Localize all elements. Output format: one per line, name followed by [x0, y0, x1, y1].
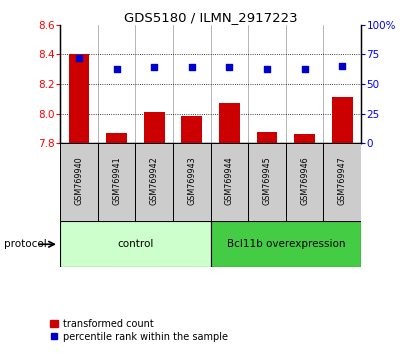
- Legend: transformed count, percentile rank within the sample: transformed count, percentile rank withi…: [46, 315, 232, 346]
- Bar: [294, 135, 315, 143]
- Text: GSM769945: GSM769945: [263, 156, 271, 205]
- Bar: [323, 143, 361, 221]
- Bar: [248, 143, 286, 221]
- Bar: [181, 116, 202, 143]
- Bar: [135, 143, 173, 221]
- Bar: [68, 55, 89, 143]
- Bar: [219, 103, 240, 143]
- Point: [264, 66, 270, 72]
- Bar: [257, 132, 277, 143]
- Text: GSM769947: GSM769947: [338, 156, 347, 205]
- Point: [151, 65, 158, 70]
- Text: GSM769942: GSM769942: [150, 156, 159, 205]
- Point: [188, 65, 195, 70]
- Point: [301, 66, 308, 72]
- Text: GSM769944: GSM769944: [225, 156, 234, 205]
- Bar: [286, 143, 323, 221]
- Bar: [144, 112, 164, 143]
- Point: [113, 66, 120, 72]
- Bar: [173, 143, 210, 221]
- Text: control: control: [117, 239, 154, 249]
- Bar: [332, 97, 353, 143]
- Bar: [211, 221, 361, 267]
- Text: GSM769946: GSM769946: [300, 156, 309, 205]
- Text: GSM769940: GSM769940: [74, 156, 83, 205]
- Point: [339, 63, 346, 69]
- Bar: [60, 143, 98, 221]
- Bar: [211, 143, 248, 221]
- Point: [226, 65, 233, 70]
- Text: protocol: protocol: [4, 239, 47, 249]
- Bar: [106, 133, 127, 143]
- Text: GSM769943: GSM769943: [187, 156, 196, 205]
- Title: GDS5180 / ILMN_2917223: GDS5180 / ILMN_2917223: [124, 11, 298, 24]
- Bar: [98, 143, 135, 221]
- Point: [76, 55, 82, 61]
- Text: Bcl11b overexpression: Bcl11b overexpression: [227, 239, 345, 249]
- Bar: [60, 221, 211, 267]
- Text: GSM769941: GSM769941: [112, 156, 121, 205]
